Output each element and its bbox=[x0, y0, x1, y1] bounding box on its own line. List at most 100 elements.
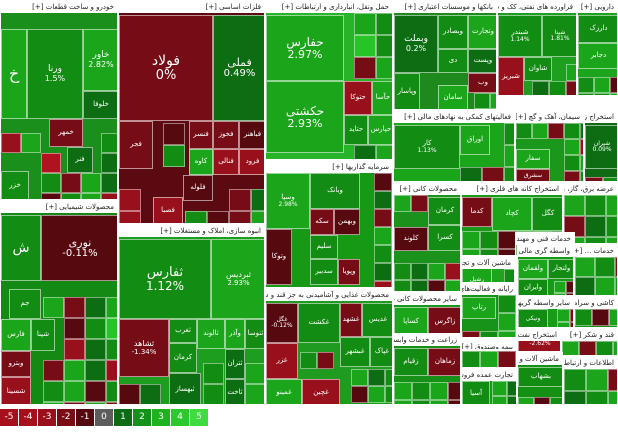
stock-tile[interactable] bbox=[374, 191, 392, 209]
stock-tile[interactable] bbox=[608, 369, 617, 391]
stock-cell[interactable]: ش bbox=[1, 215, 41, 281]
stock-cell[interactable]: کساپا bbox=[394, 307, 428, 337]
stock-cell[interactable]: ثبهساز bbox=[169, 373, 201, 404]
sector-title[interactable]: فعالیتهای کمکی به نهادهای مالی [+] bbox=[394, 111, 514, 123]
stock-cell[interactable]: ونیکی bbox=[518, 309, 548, 327]
stock-cell[interactable]: کار 1.13% bbox=[394, 125, 460, 169]
stock-cell[interactable]: ثفارس 1.12% bbox=[119, 239, 211, 319]
stock-cell[interactable]: نوری -0.11% bbox=[41, 215, 117, 281]
stock-tile[interactable] bbox=[580, 155, 583, 171]
stock-cell[interactable]: دارزک bbox=[578, 15, 617, 43]
stock-tile[interactable] bbox=[557, 309, 570, 322]
stock-cell[interactable]: جم bbox=[9, 289, 41, 319]
stock-tile[interactable] bbox=[411, 195, 428, 212]
stock-tile[interactable] bbox=[557, 322, 570, 327]
stock-cell[interactable]: سفار bbox=[516, 149, 550, 169]
stock-tile[interactable] bbox=[566, 81, 576, 95]
stock-tile[interactable] bbox=[21, 133, 41, 153]
sector-title[interactable]: دارویی [+] bbox=[578, 1, 617, 13]
stock-tile[interactable] bbox=[81, 193, 101, 199]
stock-tile[interactable] bbox=[480, 351, 498, 367]
stock-cell[interactable]: فباهنر bbox=[239, 121, 264, 149]
stock-cell[interactable]: حآسا bbox=[372, 81, 392, 115]
stock-cell[interactable]: کاوه bbox=[189, 149, 213, 175]
stock-tile[interactable] bbox=[376, 35, 392, 57]
sector-title[interactable]: ماشین آلات و تجهیزات [+] bbox=[462, 257, 514, 269]
stock-cell[interactable]: ولقمان bbox=[518, 259, 548, 279]
stock-cell[interactable]: وبصادر bbox=[438, 15, 468, 49]
stock-tile[interactable] bbox=[610, 77, 617, 93]
stock-tile[interactable] bbox=[101, 153, 117, 173]
stock-cell[interactable]: ثاخت bbox=[225, 379, 245, 404]
stock-tile[interactable] bbox=[585, 177, 603, 181]
stock-tile[interactable] bbox=[498, 295, 516, 313]
stock-tile[interactable] bbox=[394, 382, 412, 400]
sector-title[interactable]: محصولات شیمیایی [+] bbox=[1, 201, 117, 213]
stock-tile[interactable] bbox=[64, 402, 85, 404]
sector-title[interactable]: بیمه وصندوق [+] bbox=[462, 341, 516, 349]
stock-cell[interactable]: سلیم bbox=[310, 235, 338, 259]
stock-tile[interactable] bbox=[603, 177, 617, 181]
stock-tile[interactable] bbox=[119, 384, 140, 404]
stock-cell[interactable]: غمینو bbox=[266, 379, 302, 404]
stock-tile[interactable] bbox=[608, 391, 617, 404]
sector-title[interactable]: سرمایه گذاریها [+] bbox=[266, 161, 392, 173]
stock-tile[interactable] bbox=[615, 257, 617, 277]
stock-tile[interactable] bbox=[43, 360, 64, 381]
stock-tile[interactable] bbox=[41, 173, 61, 193]
stock-cell[interactable]: دجابر bbox=[578, 43, 617, 69]
stock-tile[interactable] bbox=[532, 81, 549, 95]
stock-tile[interactable] bbox=[518, 397, 534, 404]
stock-tile[interactable] bbox=[41, 193, 61, 199]
stock-tile[interactable] bbox=[498, 313, 516, 331]
stock-tile[interactable] bbox=[480, 231, 498, 249]
stock-tile[interactable] bbox=[85, 297, 106, 318]
stock-tile[interactable] bbox=[562, 341, 579, 355]
sector-title[interactable]: حمل ونقل، انبارداری و ارتباطات [+] bbox=[266, 1, 392, 13]
stock-tile[interactable] bbox=[609, 309, 617, 326]
stock-tile[interactable] bbox=[498, 231, 516, 249]
stock-tile[interactable] bbox=[374, 281, 392, 287]
sector-title[interactable]: خودرو و ساخت قطعات [+] bbox=[1, 1, 117, 13]
stock-tile[interactable] bbox=[595, 257, 615, 277]
stock-tile[interactable] bbox=[374, 209, 392, 227]
stock-cell[interactable]: دی bbox=[438, 49, 468, 73]
stock-tile[interactable] bbox=[203, 384, 224, 404]
stock-cell[interactable]: خاور 2.82% bbox=[83, 29, 117, 91]
stock-tile[interactable] bbox=[411, 280, 428, 291]
stock-tile[interactable] bbox=[564, 195, 585, 216]
stock-tile[interactable] bbox=[185, 211, 207, 223]
stock-tile[interactable] bbox=[43, 402, 64, 404]
stock-tile[interactable] bbox=[578, 93, 594, 95]
stock-tile[interactable] bbox=[85, 381, 106, 402]
stock-tile[interactable] bbox=[354, 57, 376, 79]
stock-tile[interactable] bbox=[394, 195, 411, 212]
stock-tile[interactable] bbox=[594, 93, 610, 95]
stock-cell[interactable]: بشهاب bbox=[518, 367, 562, 387]
stock-tile[interactable] bbox=[507, 381, 516, 396]
stock-cell[interactable]: وایران bbox=[518, 279, 548, 295]
stock-cell[interactable]: فارس bbox=[1, 319, 31, 351]
stock-tile[interactable] bbox=[229, 211, 251, 223]
stock-tile[interactable] bbox=[64, 381, 85, 402]
stock-tile[interactable] bbox=[592, 309, 609, 326]
stock-tile[interactable] bbox=[300, 352, 317, 369]
stock-tile[interactable] bbox=[596, 341, 613, 355]
stock-tile[interactable] bbox=[368, 369, 385, 386]
stock-cell[interactable]: سشرق bbox=[516, 169, 550, 181]
stock-cell[interactable]: ثالوند bbox=[197, 319, 225, 349]
sector-title[interactable]: خدمات فنی و مهندسی [+] bbox=[516, 233, 574, 245]
stock-tile[interactable] bbox=[460, 167, 482, 181]
stock-tile[interactable] bbox=[462, 331, 480, 337]
stock-tile[interactable] bbox=[43, 297, 64, 318]
stock-cell[interactable]: کرمان bbox=[169, 343, 197, 373]
stock-tile[interactable] bbox=[507, 396, 516, 404]
stock-tile[interactable] bbox=[394, 400, 412, 404]
stock-cell[interactable]: وآذر bbox=[225, 319, 245, 349]
stock-tile[interactable] bbox=[575, 257, 595, 277]
stock-cell[interactable]: سدبیر bbox=[310, 259, 338, 285]
sector-title[interactable]: واسطه گری مالی [+] bbox=[518, 245, 573, 257]
stock-cell[interactable]: شاوان bbox=[524, 57, 552, 81]
stock-tile[interactable] bbox=[575, 309, 592, 326]
stock-tile[interactable] bbox=[64, 360, 85, 381]
